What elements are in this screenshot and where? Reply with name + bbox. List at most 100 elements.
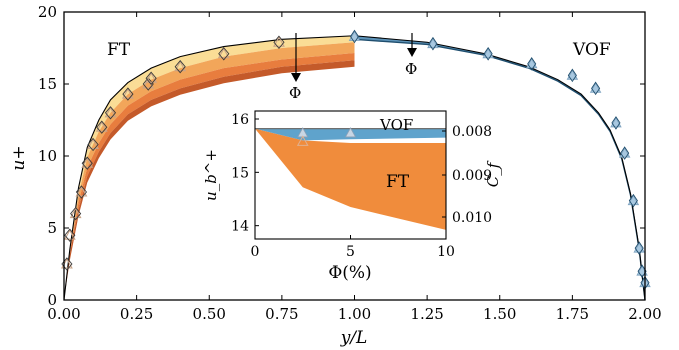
ft-marker-diamond bbox=[81, 156, 93, 170]
ft-marker bbox=[63, 228, 76, 242]
inset-plot: 0 5 10 14 15 16 0.008 0.009 0.010 FT VOF Φ(%) u_… bbox=[202, 110, 502, 283]
vof-marker-diamond bbox=[527, 57, 537, 71]
inset-ft-marker bbox=[296, 135, 309, 146]
vof-marker bbox=[618, 146, 631, 160]
ft-marker bbox=[121, 87, 134, 101]
vof-marker bbox=[566, 68, 579, 83]
ft-marker bbox=[104, 106, 117, 120]
ft-marker-diamond bbox=[218, 47, 230, 61]
inset-ft-area bbox=[255, 128, 446, 230]
inset-y-axis-label: u_b^+ bbox=[202, 149, 220, 201]
ft-bands bbox=[63, 35, 355, 301]
ft-marker-diamond bbox=[64, 228, 76, 242]
inset-x-axis-label: Φ(%) bbox=[328, 263, 371, 283]
ft-marker-diamond bbox=[122, 87, 134, 101]
ft-marker bbox=[217, 47, 230, 61]
inset-y-tick-label: 16 bbox=[231, 112, 249, 128]
inset-x-tick-label: 0 bbox=[251, 244, 260, 260]
inset-vof-marker bbox=[344, 127, 357, 138]
y-tick-label: 0 bbox=[47, 291, 57, 309]
inset-x-tick-label: 5 bbox=[346, 244, 355, 260]
y-tick-label: 5 bbox=[47, 219, 57, 237]
phi-arrow-left: Φ bbox=[289, 33, 301, 102]
ft-marker-triangle bbox=[63, 229, 76, 240]
inset-y-right-tick-label: 0.008 bbox=[452, 124, 492, 140]
inset-y-right-tick-label: 0.010 bbox=[452, 210, 492, 226]
ft-marker-diamond bbox=[87, 137, 99, 152]
vof-marker bbox=[427, 36, 439, 51]
inset-y-tick-label: 14 bbox=[231, 219, 249, 235]
vof-marker-diamond bbox=[611, 116, 621, 130]
phi-arrow-right: Φ bbox=[405, 33, 417, 78]
x-tick-label: 1.75 bbox=[556, 305, 589, 323]
main-x-axis-label: y/L bbox=[340, 328, 368, 348]
vof-marker bbox=[348, 29, 361, 44]
y-tick-label: 20 bbox=[38, 3, 57, 21]
vof-marker-diamond bbox=[620, 146, 630, 160]
ft-marker-diamond bbox=[273, 35, 285, 49]
ft-marker-triangle bbox=[75, 185, 88, 197]
inset-y-right-tick-label: 0.009 bbox=[452, 168, 492, 184]
vof-marker-diamond bbox=[628, 193, 638, 208]
x-tick-label: 0.50 bbox=[193, 305, 226, 323]
data-markers bbox=[60, 29, 651, 290]
ft-marker-diamond bbox=[145, 71, 157, 85]
vof-marker bbox=[525, 57, 538, 71]
ft-marker-triangle bbox=[87, 138, 99, 150]
vof-marker bbox=[589, 81, 602, 96]
inset-y-right-axis-label: C_f bbox=[484, 160, 502, 187]
vof-marker bbox=[627, 193, 640, 208]
x-tick-label: 0.25 bbox=[120, 305, 153, 323]
vof-label: VOF bbox=[572, 40, 611, 60]
main-plot: 0.00 0.25 0.50 0.75 1.00 1.25 1.50 1.75 2.00 0 5 10… bbox=[9, 3, 662, 348]
single-phase-line-left bbox=[63, 35, 355, 301]
inset-ft-label: FT bbox=[386, 172, 410, 192]
inset-vof-label: VOF bbox=[379, 116, 413, 134]
vof-marker bbox=[482, 46, 494, 61]
ft-marker-diamond bbox=[75, 185, 88, 199]
vof-marker-diamond bbox=[483, 46, 493, 61]
vof-marker-diamond bbox=[591, 81, 601, 96]
ft-marker-triangle bbox=[104, 106, 117, 118]
x-tick-label: 0.00 bbox=[47, 305, 80, 323]
y-tick-label: 10 bbox=[38, 147, 57, 165]
main-axis-ticks: 0.00 0.25 0.50 0.75 1.00 1.25 1.50 1.75 2.00 0 5 10… bbox=[38, 3, 662, 323]
ft-marker-triangle bbox=[174, 60, 187, 72]
y-tick-label: 15 bbox=[38, 75, 57, 93]
ft-marker-triangle bbox=[217, 47, 230, 59]
vof-marker-diamond bbox=[349, 29, 360, 44]
ft-marker bbox=[87, 137, 99, 152]
ft-marker-diamond bbox=[104, 106, 117, 120]
inset-x-tick-label: 10 bbox=[437, 244, 455, 260]
x-tick-label: 0.75 bbox=[265, 305, 298, 323]
inset-areas bbox=[255, 127, 446, 230]
ft-marker bbox=[95, 120, 108, 134]
ft-marker bbox=[174, 60, 187, 74]
vof-marker bbox=[610, 116, 622, 130]
ft-marker-triangle bbox=[121, 87, 134, 99]
phi-arrow-right-label: Φ bbox=[405, 60, 417, 78]
ft-marker bbox=[145, 71, 158, 85]
ft-marker-triangle bbox=[273, 36, 285, 47]
vof-marker bbox=[633, 241, 645, 255]
ft-marker-triangle bbox=[81, 157, 94, 168]
ft-marker bbox=[81, 156, 94, 170]
ft-marker-diamond bbox=[96, 120, 108, 134]
vof-marker-diamond bbox=[428, 36, 438, 51]
ft-label: FT bbox=[107, 40, 131, 60]
ft-marker-diamond bbox=[174, 60, 186, 74]
x-tick-label: 1.50 bbox=[483, 305, 516, 323]
main-y-axis-label: u+ bbox=[9, 145, 29, 170]
ft-marker bbox=[69, 206, 82, 221]
inset-y-tick-label: 15 bbox=[231, 165, 249, 181]
vof-marker-diamond bbox=[567, 68, 577, 83]
ft-marker-triangle bbox=[95, 121, 108, 132]
x-tick-label: 1.25 bbox=[410, 305, 443, 323]
x-tick-label: 1.00 bbox=[338, 305, 371, 323]
ft-marker bbox=[75, 185, 88, 199]
x-tick-label: 2.00 bbox=[628, 305, 661, 323]
phi-arrow-left-label: Φ bbox=[289, 84, 301, 102]
vof-marker-diamond bbox=[634, 241, 644, 255]
ft-marker-triangle bbox=[69, 207, 82, 219]
